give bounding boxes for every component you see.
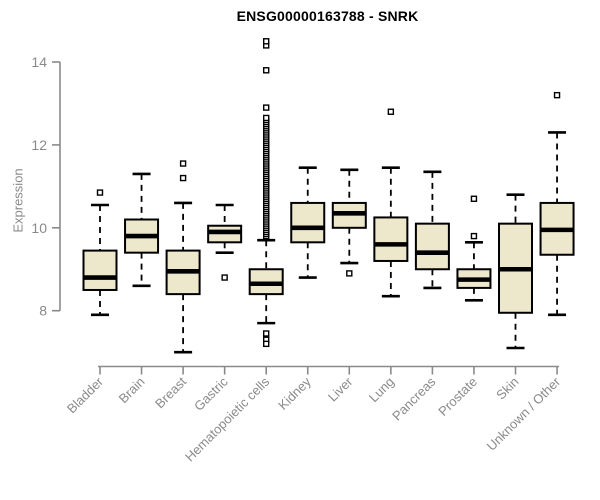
outlier-point (263, 114, 270, 122)
outlier-point (179, 160, 187, 167)
box-gastric (207, 203, 243, 281)
outlier-point (263, 330, 270, 337)
iqr-box (414, 222, 450, 271)
box-liver (331, 168, 367, 277)
outlier-point (470, 195, 478, 202)
box-unknown-other (539, 91, 575, 317)
y-tick-label: 10 (31, 220, 47, 236)
box-lung (373, 108, 409, 298)
x-category-label: Breast (152, 374, 189, 411)
x-category-label: Brain (116, 374, 148, 406)
box-prostate (456, 195, 492, 302)
box-skin (498, 193, 533, 350)
y-axis-label: Expression (10, 168, 26, 233)
box-brain (124, 172, 160, 288)
x-category-label: Liver (325, 374, 356, 405)
outlier-point (96, 189, 104, 196)
outlier-point (387, 108, 395, 115)
x-category-label: Lung (366, 374, 397, 405)
outlier-point (553, 91, 561, 99)
x-category-label: Kidney (275, 374, 314, 413)
y-tick-label: 14 (31, 54, 47, 70)
iqr-box (290, 201, 326, 244)
box-kidney (290, 166, 326, 279)
outlier-point (221, 274, 228, 281)
iqr-box (82, 249, 118, 291)
x-category-label: Bladder (64, 374, 107, 417)
box-breast (165, 160, 201, 354)
y-tick-label: 8 (39, 303, 47, 319)
outlier-point (263, 67, 270, 74)
x-category-label: Gastric (191, 374, 231, 414)
box-bladder (82, 189, 118, 317)
box-hematopoietic-cells (248, 38, 284, 348)
outlier-point (470, 232, 478, 240)
outlier-point (263, 38, 270, 45)
outlier-point (346, 270, 353, 277)
x-category-label: Unknown / Other (484, 374, 564, 454)
chart-title: ENSG00000163788 - SNRK (236, 8, 419, 24)
outlier-point (179, 174, 187, 182)
y-tick-label: 12 (31, 137, 47, 153)
outlier-point (263, 104, 270, 111)
iqr-box (373, 216, 409, 262)
box-pancreas (414, 170, 450, 290)
outlier-point (263, 340, 270, 348)
x-category-label: Skin (493, 374, 521, 402)
x-category-label: Prostate (435, 374, 480, 419)
x-category-label: Pancreas (389, 374, 439, 424)
